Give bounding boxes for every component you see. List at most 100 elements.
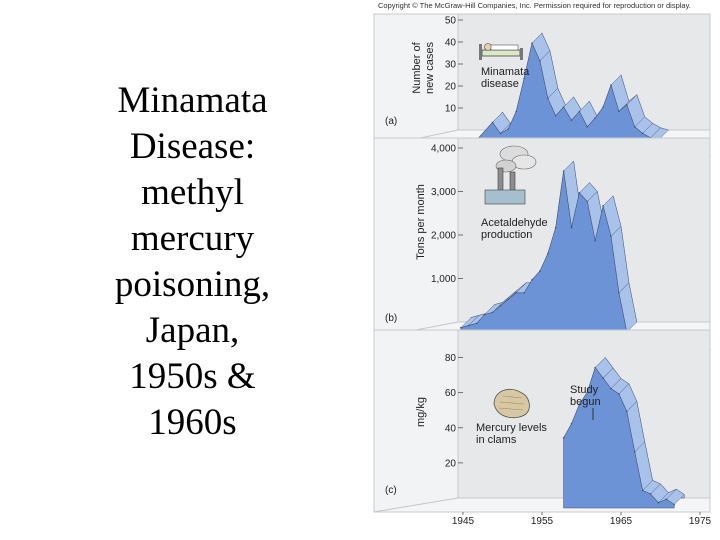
data-point [483, 313, 486, 316]
data-point [633, 126, 636, 128]
y-tick-label: 4,000 [431, 144, 456, 155]
data-point [602, 205, 604, 207]
y-tick-label: 40 [445, 423, 457, 434]
data-point [626, 410, 628, 413]
study-begun-line1: Study [570, 384, 599, 396]
data-point [547, 252, 549, 255]
data-point [594, 366, 596, 369]
panel-c-label: (c) [385, 485, 397, 496]
data-point [578, 403, 581, 406]
title-line: mercury [130, 218, 255, 259]
data-point [610, 387, 612, 390]
y-tick-label: 20 [445, 458, 457, 469]
y-tick-label: 2,000 [431, 231, 456, 242]
data-point [507, 128, 510, 130]
title-line: poisoning, [114, 264, 271, 305]
clam-icon [493, 388, 530, 419]
data-point [570, 226, 573, 229]
y-tick-label: 40 [445, 38, 457, 49]
area-front-face [460, 171, 628, 333]
x-tick-label: 1945 [452, 516, 475, 527]
panel-a-ylabel-line1: Number of [411, 41, 423, 93]
data-point [618, 393, 620, 395]
slide-title: Minamata Disease: methyl mercury poisoni… [80, 78, 305, 446]
data-point [586, 200, 589, 203]
y-tick-label: 80 [445, 353, 457, 364]
data-point [633, 451, 636, 453]
data-point [515, 292, 517, 294]
area-front-face [476, 42, 659, 141]
panel-c-annotation-line2: in clams [476, 434, 517, 446]
panel-a-series [475, 32, 669, 141]
data-point [547, 97, 549, 99]
panel-a-ylabel-line2: new cases [424, 42, 436, 94]
y-tick-label: 1,000 [431, 274, 456, 285]
data-point [554, 115, 557, 117]
data-point [515, 110, 517, 113]
panel-a-label: (a) [385, 116, 397, 127]
title-line: Minamata [117, 80, 268, 121]
data-point [594, 117, 596, 119]
panel-c-y-ticks: 20 40 60 80 [445, 353, 463, 469]
area-front-face [563, 366, 675, 509]
data-point [523, 292, 525, 294]
data-point [499, 305, 502, 307]
y-tick-label: 3,000 [431, 187, 456, 198]
x-tick-label: 1965 [610, 516, 633, 527]
data-point [626, 104, 628, 106]
data-point [618, 110, 620, 113]
panel-b-ylabel: Tons per month [415, 184, 427, 260]
data-point [539, 270, 541, 272]
title-line: methyl [141, 172, 244, 213]
title-line: 1950s & [129, 356, 256, 397]
data-point [562, 170, 565, 172]
data-point [641, 489, 644, 492]
data-point [594, 239, 596, 242]
data-point [554, 226, 557, 229]
data-point [468, 324, 470, 327]
data-point [673, 503, 675, 506]
data-point [570, 119, 573, 121]
data-point [562, 436, 565, 439]
title-line: 1960s [148, 402, 237, 443]
panel-b-series [460, 160, 638, 333]
panel-a-annotation-line1: Minamata [481, 66, 530, 78]
data-point [610, 235, 612, 238]
data-point [523, 77, 525, 80]
panel-c-series [562, 356, 685, 509]
data-point [460, 326, 462, 329]
y-tick-label: 10 [445, 104, 457, 115]
x-tick-label: 1955 [531, 516, 554, 527]
data-point [657, 501, 660, 504]
title-line: Disease: [129, 126, 256, 167]
y-tick-label: 30 [445, 60, 457, 71]
y-tick-label: 50 [445, 16, 457, 27]
panel-c-annotation-line1: Mercury levels [476, 422, 547, 434]
copyright-notice: Copyright © The McGraw-Hill Companies, I… [378, 1, 691, 10]
x-tick-label: 1975 [689, 516, 712, 527]
data-point [570, 422, 573, 425]
data-point [602, 377, 604, 379]
data-point [475, 322, 478, 325]
y-tick-label: 60 [445, 388, 457, 399]
data-point [602, 106, 604, 108]
panel-a-y-ticks: 10 20 30 40 50 [445, 16, 463, 115]
data-point [610, 84, 612, 86]
data-point [618, 292, 620, 294]
data-point [641, 132, 644, 135]
data-point [586, 391, 589, 393]
data-point [578, 110, 581, 113]
data-point [499, 132, 502, 135]
study-begun-line2: begun [570, 396, 601, 408]
data-point [491, 311, 494, 314]
panel-b-annotation-line2: production [481, 229, 532, 241]
panel-b-y-ticks: 1,000 2,000 3,000 4,000 [431, 144, 463, 285]
data-point [539, 60, 541, 62]
panel-b-label: (b) [385, 313, 397, 324]
data-point [665, 498, 668, 501]
panel-a-annotation-line2: disease [481, 78, 519, 90]
panel-c-x-ticks: 1945 1955 1965 1975 [452, 512, 712, 527]
panel-c: 20 40 60 80 mg/kg (c) Mercury levels in cla… [373, 329, 712, 527]
